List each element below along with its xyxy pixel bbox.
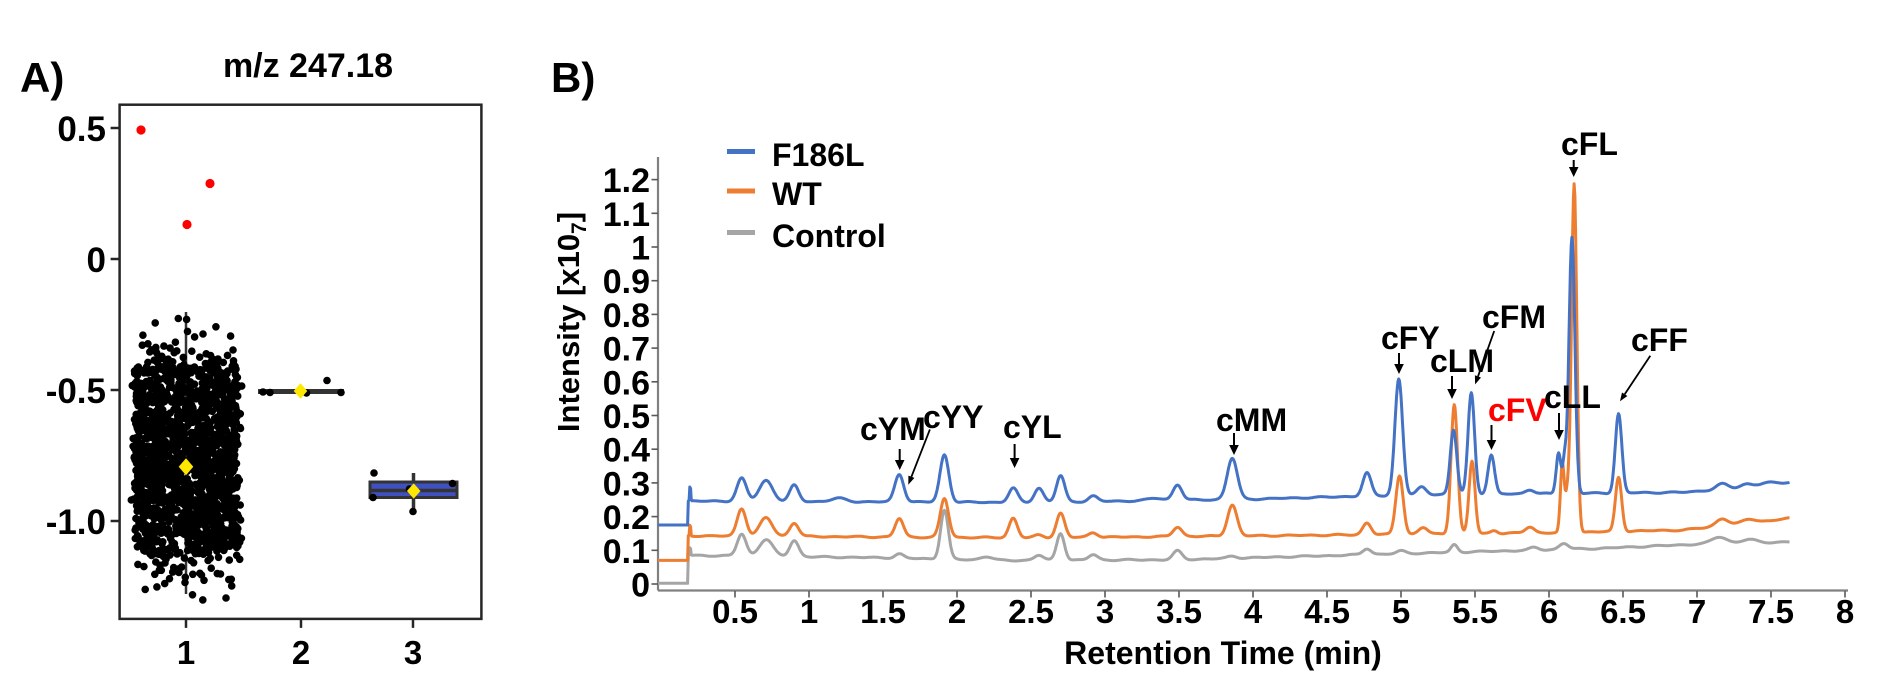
svg-text:1: 1 xyxy=(800,593,818,630)
svg-text:Control: Control xyxy=(772,218,886,254)
svg-text:1: 1 xyxy=(631,230,650,268)
svg-text:2: 2 xyxy=(948,593,966,630)
svg-text:Intensity [x107]: Intensity [x107] xyxy=(551,212,591,432)
svg-text:0.7: 0.7 xyxy=(603,331,650,369)
svg-text:1.1: 1.1 xyxy=(603,196,650,234)
svg-text:m/z 247.18: m/z 247.18 xyxy=(223,47,393,85)
svg-text:1.2: 1.2 xyxy=(603,162,650,200)
svg-text:cMM: cMM xyxy=(1216,402,1287,438)
svg-text:6: 6 xyxy=(1540,593,1558,630)
svg-text:0.6: 0.6 xyxy=(603,364,650,402)
svg-text:2.5: 2.5 xyxy=(1008,593,1054,630)
svg-text:1: 1 xyxy=(177,634,195,671)
svg-text:WT: WT xyxy=(772,176,822,212)
svg-text:0: 0 xyxy=(631,567,650,605)
svg-text:F186L: F186L xyxy=(772,137,864,173)
svg-text:cFV: cFV xyxy=(1488,392,1547,428)
svg-text:7: 7 xyxy=(1688,593,1706,630)
svg-text:cFL: cFL xyxy=(1561,126,1618,162)
svg-text:0.1: 0.1 xyxy=(603,533,650,571)
svg-text:A): A) xyxy=(20,54,64,101)
svg-text:cYY: cYY xyxy=(923,399,983,435)
svg-text:0.9: 0.9 xyxy=(603,263,650,301)
svg-text:cYM: cYM xyxy=(860,411,926,447)
svg-text:5: 5 xyxy=(1392,593,1410,630)
svg-text:Retention Time (min): Retention Time (min) xyxy=(1064,635,1382,671)
svg-text:4.5: 4.5 xyxy=(1304,593,1350,630)
svg-text:2: 2 xyxy=(292,634,310,671)
svg-text:8: 8 xyxy=(1836,593,1854,630)
svg-text:0: 0 xyxy=(87,241,106,280)
svg-text:4: 4 xyxy=(1244,593,1263,630)
svg-text:3: 3 xyxy=(404,634,422,671)
svg-text:cFY: cFY xyxy=(1381,320,1440,356)
svg-text:-0.5: -0.5 xyxy=(46,372,106,411)
svg-text:7.5: 7.5 xyxy=(1748,593,1794,630)
svg-text:0.5: 0.5 xyxy=(603,398,650,436)
svg-text:6.5: 6.5 xyxy=(1600,593,1646,630)
svg-text:5.5: 5.5 xyxy=(1452,593,1498,630)
svg-text:0.5: 0.5 xyxy=(57,110,106,149)
svg-text:cFM: cFM xyxy=(1482,299,1546,335)
svg-text:cYL: cYL xyxy=(1003,409,1062,445)
svg-text:0.8: 0.8 xyxy=(603,297,650,335)
svg-text:3.5: 3.5 xyxy=(1156,593,1202,630)
svg-text:0.2: 0.2 xyxy=(603,499,650,537)
svg-text:1.5: 1.5 xyxy=(860,593,906,630)
svg-text:0.5: 0.5 xyxy=(712,593,758,630)
svg-text:-1.0: -1.0 xyxy=(46,503,106,542)
svg-text:0.4: 0.4 xyxy=(603,432,650,470)
svg-text:3: 3 xyxy=(1096,593,1114,630)
svg-text:cFF: cFF xyxy=(1631,322,1688,358)
svg-text:cLL: cLL xyxy=(1544,379,1601,415)
svg-text:B): B) xyxy=(551,54,595,101)
svg-text:0.3: 0.3 xyxy=(603,465,650,503)
